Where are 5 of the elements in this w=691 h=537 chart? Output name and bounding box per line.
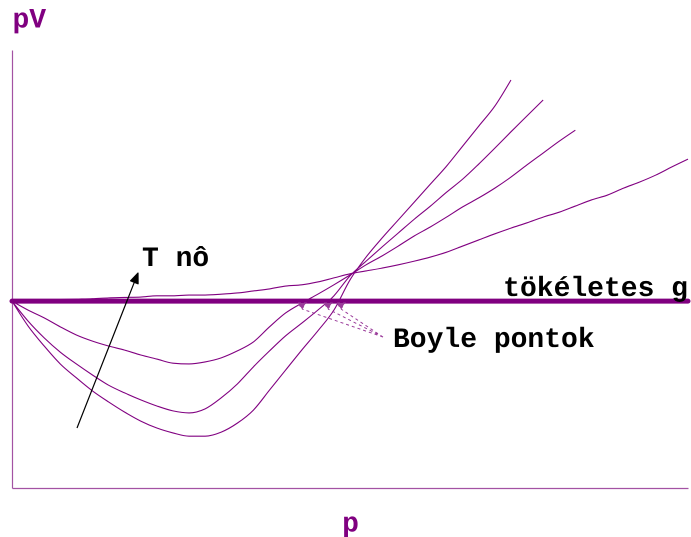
ref-line-label: tökéletes g: [503, 274, 688, 306]
annotation: Boyle pontok: [393, 325, 595, 356]
x-axis-title: p: [342, 510, 359, 537]
annotation: T nô: [142, 244, 210, 275]
y-axis-title: pV: [12, 6, 46, 36]
